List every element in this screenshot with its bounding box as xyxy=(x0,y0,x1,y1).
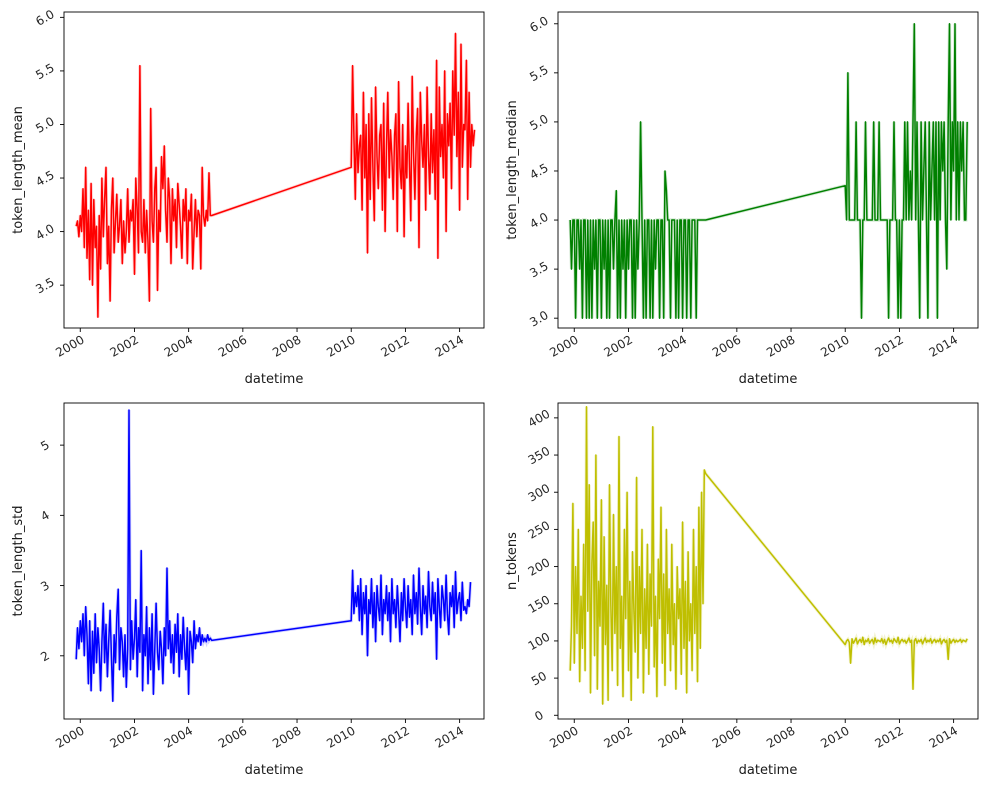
y-tick-label: 350 xyxy=(526,444,553,468)
x-tick-label: 2012 xyxy=(378,332,411,359)
x-axis-label: datetime xyxy=(245,372,304,387)
y-tick-label: 5.0 xyxy=(527,112,551,134)
y-tick-label: 100 xyxy=(526,630,553,654)
y-tick-label: 4.0 xyxy=(33,221,57,243)
y-tick-label: 4.5 xyxy=(33,168,57,190)
y-axis-label: n_tokens xyxy=(505,532,520,590)
y-tick-label: 150 xyxy=(526,593,553,617)
subplot-4: 2000 2002 2004 2006 2008 2010 2012 2014 0 50 100 15… xyxy=(505,402,979,778)
x-axis-label: datetime xyxy=(245,763,304,778)
x-tick-label: 2010 xyxy=(324,723,357,750)
subplot-3: 2000 2002 2004 2006 2008 2010 2012 2014 2 3 4 5 date… xyxy=(11,402,485,778)
series-line-n_tokens xyxy=(569,405,968,705)
x-tick-label: 2004 xyxy=(656,723,689,750)
x-tick-label: 2012 xyxy=(872,723,905,750)
subplot-1: 2000 2002 2004 2006 2008 2010 2012 2014 3.5 4.0 4.… xyxy=(11,7,485,387)
x-tick-label: 2014 xyxy=(927,332,960,359)
x-tick-label: 2000 xyxy=(547,723,580,750)
series-band xyxy=(74,409,473,702)
axes-frame xyxy=(557,11,979,329)
y-tick-label: 6.0 xyxy=(33,7,57,29)
subplot-2: 2000 2002 2004 2006 2008 2010 2012 2014 3.0 3.5 4.… xyxy=(505,11,979,387)
x-tick-label: 2006 xyxy=(216,332,249,359)
series-line-token_length_mean xyxy=(75,32,476,319)
x-tick-label: 2004 xyxy=(162,332,195,359)
y-tick-label: 5 xyxy=(38,438,52,454)
series-line-token_length_median xyxy=(569,23,968,319)
y-tick-label: 0 xyxy=(532,708,546,724)
series-line-token_length_std xyxy=(75,409,472,703)
axes-frame xyxy=(63,402,485,720)
x-tick-label: 2004 xyxy=(656,332,689,359)
y-tick-label: 50 xyxy=(529,669,549,689)
axes-frame xyxy=(557,402,979,720)
x-axis-label: datetime xyxy=(739,763,798,778)
x-tick-label: 2000 xyxy=(547,332,580,359)
x-tick-label: 2008 xyxy=(764,332,797,359)
x-tick-label: 2000 xyxy=(53,723,86,750)
y-axis-label: token_length_median xyxy=(505,100,520,240)
y-tick-label: 5.5 xyxy=(527,63,551,85)
x-tick-label: 2002 xyxy=(107,723,140,750)
x-tick-label: 2008 xyxy=(270,723,303,750)
x-tick-label: 2002 xyxy=(601,332,634,359)
x-tick-label: 2014 xyxy=(927,723,960,750)
x-tick-label: 2006 xyxy=(710,723,743,750)
x-tick-label: 2014 xyxy=(433,332,466,359)
y-tick-label: 5.0 xyxy=(33,114,57,136)
y-tick-label: 3 xyxy=(38,578,52,594)
x-tick-label: 2006 xyxy=(216,723,249,750)
series-band xyxy=(568,406,969,705)
y-tick-label: 300 xyxy=(526,481,553,505)
y-tick-label: 4 xyxy=(38,508,52,524)
y-tick-label: 4.0 xyxy=(527,210,551,232)
x-tick-label: 2008 xyxy=(764,723,797,750)
y-axis-label: token_length_mean xyxy=(11,106,26,234)
y-tick-label: 3.5 xyxy=(33,275,57,297)
x-tick-label: 2006 xyxy=(710,332,743,359)
x-tick-label: 2000 xyxy=(53,332,86,359)
x-tick-label: 2012 xyxy=(872,332,905,359)
y-tick-label: 2 xyxy=(38,648,52,664)
x-tick-label: 2008 xyxy=(270,332,303,359)
x-tick-label: 2002 xyxy=(601,723,634,750)
x-tick-label: 2010 xyxy=(324,332,357,359)
x-tick-label: 2010 xyxy=(818,723,851,750)
x-tick-label: 2004 xyxy=(162,723,195,750)
y-tick-label: 6.0 xyxy=(527,13,551,35)
axes-frame xyxy=(63,11,485,329)
y-tick-label: 4.5 xyxy=(527,161,551,183)
x-tick-label: 2012 xyxy=(378,723,411,750)
x-tick-label: 2014 xyxy=(433,723,466,750)
y-tick-label: 250 xyxy=(526,518,553,542)
x-tick-label: 2002 xyxy=(107,332,140,359)
y-tick-label: 5.5 xyxy=(33,61,57,83)
y-tick-label: 200 xyxy=(526,555,553,579)
y-tick-label: 400 xyxy=(526,407,553,431)
y-tick-label: 3.5 xyxy=(527,259,551,281)
x-axis-label: datetime xyxy=(739,372,798,387)
y-axis-label: token_length_std xyxy=(11,506,26,617)
y-tick-label: 3.0 xyxy=(527,308,551,330)
x-tick-label: 2010 xyxy=(818,332,851,359)
